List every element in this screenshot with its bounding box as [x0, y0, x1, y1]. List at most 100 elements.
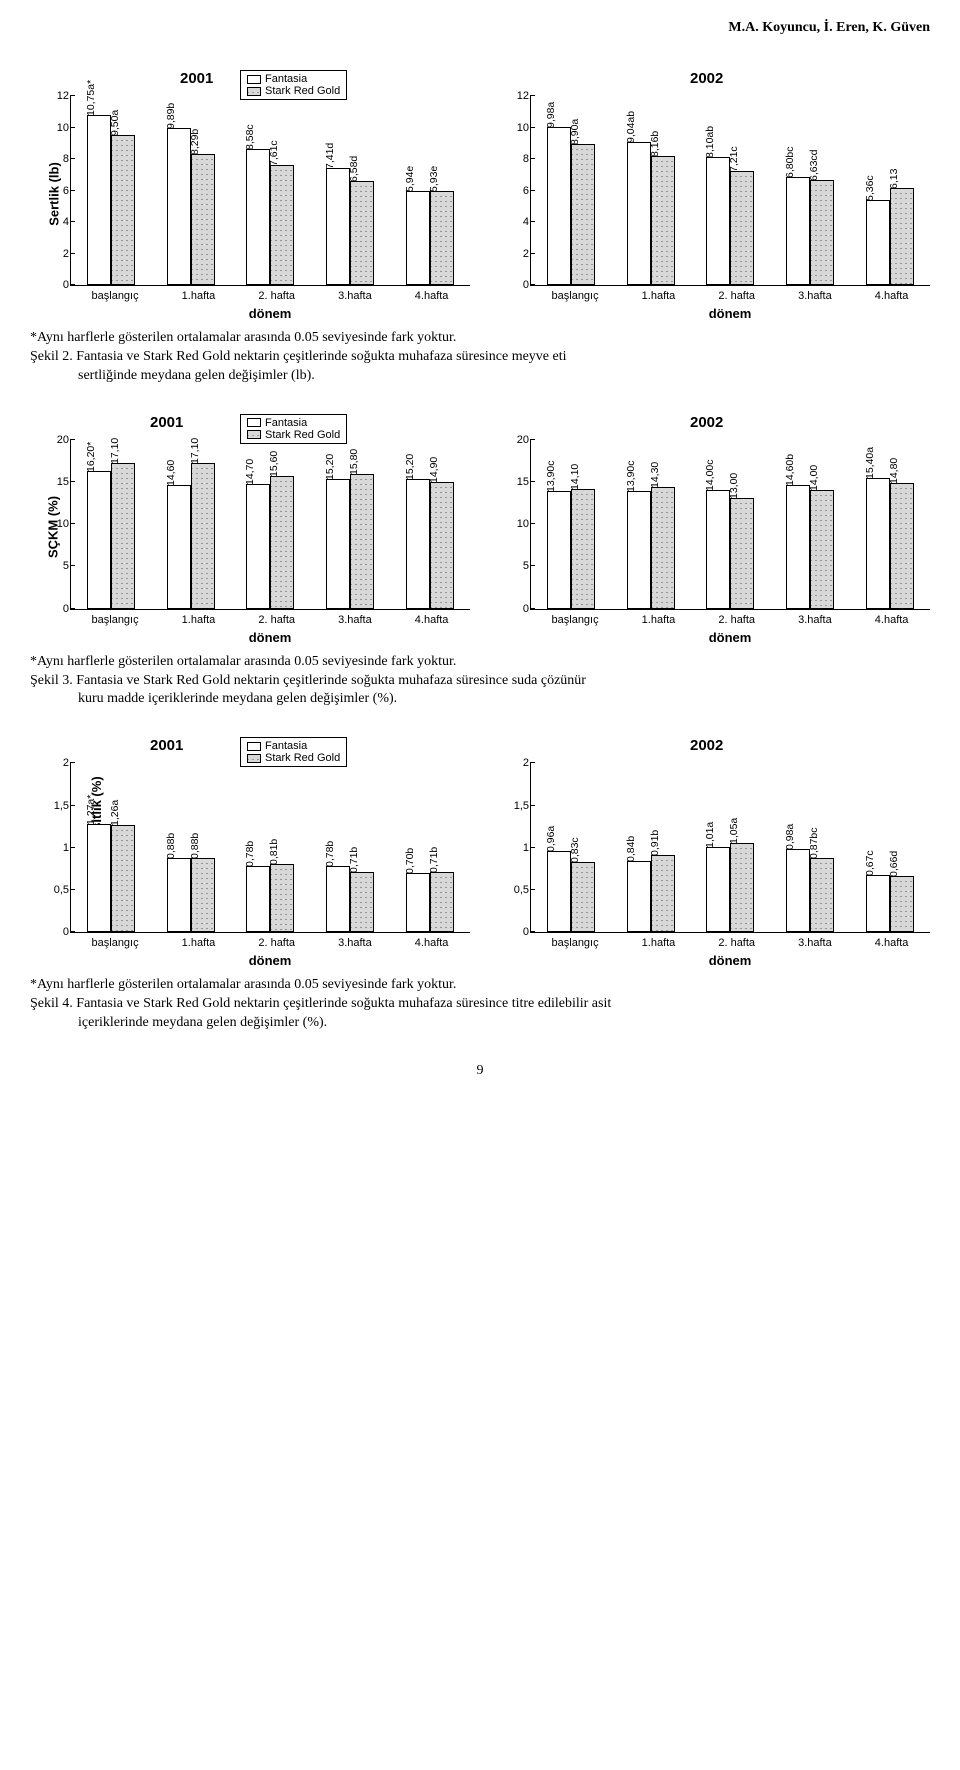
y-ticks: 05101520: [41, 440, 69, 609]
x-labels: başlangıç1.hafta2. hafta3.hafta4.hafta: [70, 610, 470, 626]
bar-fantasia: 15,20: [326, 479, 350, 608]
bar-value-label: 13,90c: [545, 460, 559, 492]
bar-value-label: 8,10ab: [704, 126, 718, 158]
bar-fantasia: 0,67c: [866, 875, 890, 932]
bar-value-label: 0,83c: [569, 837, 583, 863]
bar-stark: 5,93e: [430, 191, 454, 285]
bar-fantasia: 15,40a: [866, 478, 890, 609]
bar-fantasia: 0,84b: [627, 861, 651, 932]
y-tick-label: 0,5: [514, 884, 529, 896]
x-tick-label: 3.hafta: [338, 290, 372, 302]
bar-group: 6,80bc6,63cd: [786, 177, 834, 285]
bar-value-label: 8,16b: [649, 131, 663, 157]
x-tick-label: 4.hafta: [415, 614, 449, 626]
bar-group: 14,00c13,00: [706, 490, 754, 609]
bar-value-label: 0,91b: [649, 830, 663, 856]
chart-title: 2002: [690, 70, 723, 87]
x-tick-label: 4.hafta: [875, 290, 909, 302]
bar-value-label: 14,10: [569, 464, 583, 490]
bar-value-label: 0,87bc: [808, 828, 822, 860]
bar-value-label: 0,71b: [428, 847, 442, 873]
caption-main: Şekil 2. Fantasia ve Stark Red Gold nekt…: [30, 348, 930, 367]
bar-value-label: 7,21c: [728, 146, 742, 172]
y-tick-label: 15: [57, 476, 69, 488]
chart-panel: 200200,511,520,96a0,83c0,84b0,91b1,01a1,…: [490, 733, 930, 968]
x-labels: başlangıç1.hafta2. hafta3.hafta4.hafta: [70, 286, 470, 302]
bar-value-label: 0,84b: [625, 836, 639, 862]
bar-stark: 14,30: [651, 487, 675, 609]
x-tick-label: 2. hafta: [718, 290, 755, 302]
bar-stark: 0,81b: [270, 864, 294, 933]
y-tick-label: 2: [523, 248, 529, 260]
chart-title: 2001: [180, 70, 213, 87]
bar-value-label: 7,41d: [324, 142, 338, 168]
bar-group: 9,89b8,29b: [167, 128, 215, 285]
bar-fantasia: 8,58c: [246, 149, 270, 285]
bar-group: 8,58c7,61c: [246, 149, 294, 285]
bar-group: 8,10ab7,21c: [706, 157, 754, 285]
chart-pair: 2001FantasiaStark Red GoldTitre edilebil…: [30, 733, 930, 968]
x-tick-label: 4.hafta: [875, 614, 909, 626]
x-tick-label: başlangıç: [92, 290, 139, 302]
bar-value-label: 5,94e: [404, 166, 418, 192]
bar-value-label: 14,90: [428, 457, 442, 483]
bar-fantasia: 14,60b: [786, 485, 810, 609]
plot-area: 00,511,520,96a0,83c0,84b0,91b1,01a1,05a0…: [530, 763, 930, 933]
bar-group: 0,88b0,88b: [167, 858, 215, 933]
bar-fantasia: 5,36c: [866, 200, 890, 285]
bar-value-label: 6,58d: [348, 156, 362, 182]
bar-stark: 15,80: [350, 474, 374, 608]
bar-value-label: 9,50a: [109, 109, 123, 135]
y-tick-label: 0: [523, 279, 529, 291]
bar-fantasia: 16,20*: [87, 471, 111, 609]
bar-fantasia: 6,80bc: [786, 177, 810, 285]
bar-value-label: 15,20: [404, 454, 418, 480]
legend-label: Fantasia: [265, 417, 307, 429]
bar-fantasia: 0,78b: [246, 866, 270, 932]
x-labels: başlangıç1.hafta2. hafta3.hafta4.hafta: [530, 286, 930, 302]
chart-title: 2002: [690, 414, 723, 431]
y-tick-label: 0: [63, 279, 69, 291]
bar-stark: 8,16b: [651, 156, 675, 285]
bar-value-label: 0,67c: [864, 851, 878, 877]
x-axis-title: dönem: [530, 626, 930, 645]
x-tick-label: 4.hafta: [875, 937, 909, 949]
bar-stark: 0,83c: [571, 862, 595, 933]
x-axis-title: dönem: [70, 949, 470, 968]
bar-value-label: 15,40a: [864, 447, 878, 479]
bar-value-label: 14,30: [649, 462, 663, 488]
bars-container: 9,98a8,90a9,04ab8,16b8,10ab7,21c6,80bc6,…: [531, 96, 930, 285]
x-tick-label: 1.hafta: [182, 614, 216, 626]
plot-area: 0510152013,90c14,1013,90c14,3014,00c13,0…: [530, 440, 930, 610]
x-tick-label: 3.hafta: [798, 290, 832, 302]
bar-value-label: 0,66d: [888, 851, 902, 877]
bar-group: 5,94e5,93e: [406, 191, 454, 285]
bar-group: 14,6017,10: [167, 463, 215, 608]
bar-fantasia: 14,70: [246, 484, 270, 609]
y-tick-label: 5: [523, 560, 529, 572]
bar-group: 0,78b0,81b: [246, 864, 294, 933]
chart-panel: 20020510152013,90c14,1013,90c14,3014,00c…: [490, 410, 930, 645]
chart-title: 2001: [150, 414, 183, 431]
bar-value-label: 9,89b: [165, 103, 179, 129]
x-tick-label: 1.hafta: [182, 290, 216, 302]
bar-group: 15,2014,90: [406, 479, 454, 608]
bar-fantasia: 15,20: [406, 479, 430, 608]
y-tick-label: 2: [523, 757, 529, 769]
bar-stark: 14,80: [890, 483, 914, 609]
bar-group: 14,60b14,00: [786, 485, 834, 609]
y-tick-label: 2: [63, 757, 69, 769]
bar-stark: 0,87bc: [810, 858, 834, 932]
bar-value-label: 0,88b: [165, 832, 179, 858]
bar-value-label: 0,78b: [244, 841, 258, 867]
bar-fantasia: 13,90c: [627, 491, 651, 609]
y-tick-label: 6: [523, 185, 529, 197]
legend-swatch-stark: [247, 430, 261, 439]
bar-value-label: 10,75a*: [85, 80, 99, 116]
plot-area: 0510152016,20*17,1014,6017,1014,7015,601…: [70, 440, 470, 610]
bar-fantasia: 9,04ab: [627, 142, 651, 285]
bar-value-label: 13,00: [728, 473, 742, 499]
bar-group: 1,27a*1,26a: [87, 824, 135, 932]
bar-stark: 7,61c: [270, 165, 294, 285]
bar-group: 14,7015,60: [246, 476, 294, 609]
